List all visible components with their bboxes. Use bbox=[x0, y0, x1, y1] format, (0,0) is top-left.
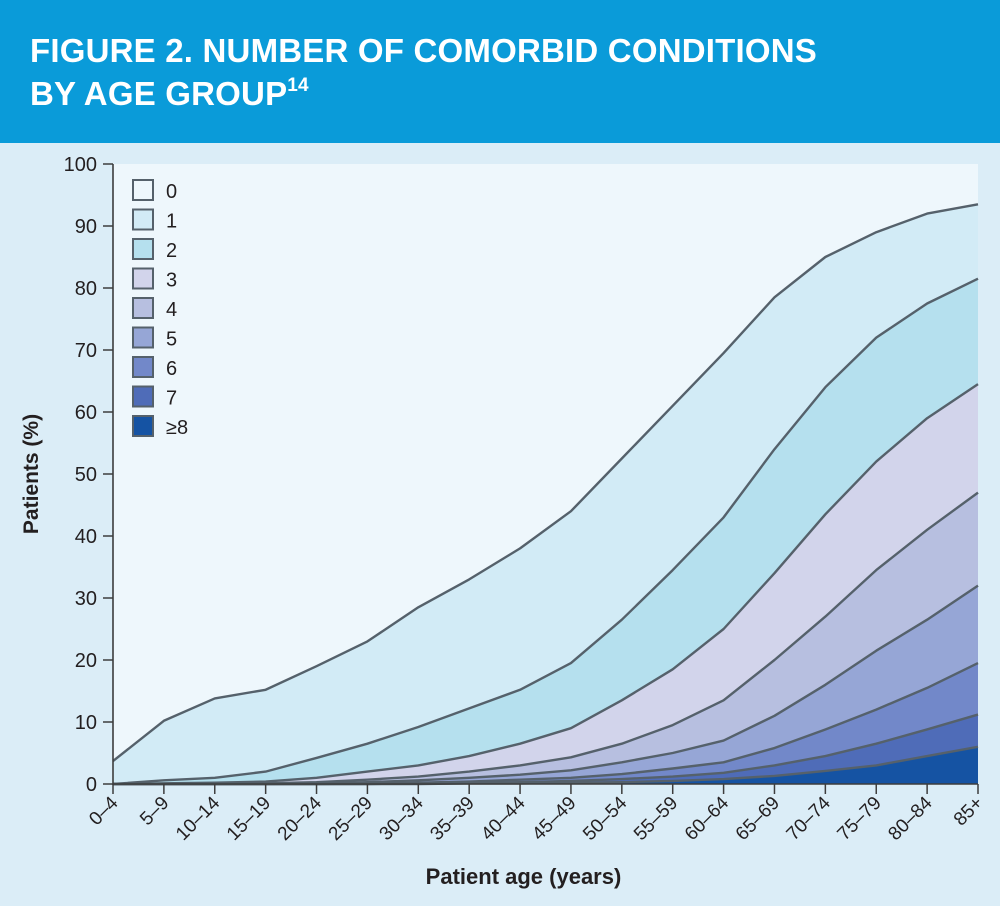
y-tick-label: 90 bbox=[75, 216, 97, 238]
legend-label-5: 5 bbox=[166, 329, 177, 351]
area-series-ge8 bbox=[113, 746, 978, 784]
x-tick-label: 85+ bbox=[950, 793, 988, 831]
x-tick-label: 70–74 bbox=[783, 792, 836, 845]
x-tick-label: 75–79 bbox=[834, 793, 886, 845]
legend-label-0: 0 bbox=[166, 181, 177, 203]
area-series-1 bbox=[113, 204, 978, 785]
series-boundary-line-3 bbox=[112, 383, 979, 786]
x-tick-label: 25–29 bbox=[325, 793, 377, 845]
x-tick-label: 0–4 bbox=[85, 792, 123, 830]
legend-swatch-0 bbox=[132, 179, 154, 201]
legend-label-4: 4 bbox=[166, 299, 177, 321]
x-tick-label: 55–59 bbox=[630, 793, 682, 845]
x-tick-label: 5–9 bbox=[136, 793, 173, 830]
figure-title-line2-text: BY AGE GROUP bbox=[30, 75, 288, 112]
legend-swatch-4 bbox=[132, 297, 154, 319]
x-tick-label: 15–19 bbox=[223, 793, 275, 845]
figure-title-line2: BY AGE GROUP14 bbox=[30, 75, 309, 113]
legend-swatch-2 bbox=[132, 238, 154, 260]
x-tick-label: 60–64 bbox=[681, 792, 734, 845]
legend-swatch-5 bbox=[132, 326, 154, 349]
series-boundary-line-1 bbox=[112, 203, 979, 763]
x-tick-label: 20–24 bbox=[274, 792, 327, 845]
y-tick-label: 60 bbox=[75, 402, 97, 424]
chart-panel: 0 10 20 30 40 50 60 70 80 90 100 0–4 5–9 10–14 15–19 20… bbox=[0, 143, 1000, 906]
legend-label-7: 7 bbox=[166, 388, 177, 410]
legend-label-2: 2 bbox=[166, 240, 177, 262]
y-tick-label: 0 bbox=[86, 774, 97, 796]
area-series-5 bbox=[113, 585, 978, 784]
x-tick-label: 45–49 bbox=[528, 793, 580, 845]
series-boundary-line-2 bbox=[112, 277, 979, 786]
area-series-4 bbox=[113, 492, 978, 784]
legend-swatch-7 bbox=[132, 385, 154, 408]
x-tick-label: 40–44 bbox=[477, 792, 530, 845]
reference-superscript: 14 bbox=[287, 75, 309, 96]
legend-label-3: 3 bbox=[166, 270, 177, 292]
x-axis-title: Patient age (years) bbox=[426, 864, 622, 889]
x-tick-label: 35–39 bbox=[426, 793, 478, 845]
legend-swatch-6 bbox=[132, 356, 154, 378]
area-series-3 bbox=[113, 384, 978, 784]
x-tick-label: 50–54 bbox=[579, 792, 632, 845]
y-tick-label: 30 bbox=[75, 588, 97, 610]
x-tick-label: 30–34 bbox=[376, 792, 429, 845]
y-axis-title: Patients (%) bbox=[20, 414, 43, 534]
y-tick-label: 10 bbox=[75, 712, 97, 734]
area-series-2 bbox=[113, 278, 978, 784]
legend-swatch-1 bbox=[132, 208, 154, 231]
y-tick-label: 70 bbox=[75, 340, 97, 362]
legend-swatch-3 bbox=[132, 267, 154, 290]
figure-title-line1: FIGURE 2. NUMBER OF COMORBID CONDITIONS bbox=[30, 32, 817, 69]
legend-label-1: 1 bbox=[166, 211, 177, 233]
y-tick-label: 100 bbox=[64, 154, 97, 176]
y-tick-label: 80 bbox=[75, 278, 97, 300]
y-tick-label: 50 bbox=[75, 464, 97, 486]
legend-label-6: 6 bbox=[166, 358, 177, 380]
figure-header: FIGURE 2. NUMBER OF COMORBID CONDITIONS … bbox=[0, 0, 1000, 143]
legend-label-ge8: ≥8 bbox=[166, 417, 188, 439]
y-tick-label: 20 bbox=[75, 650, 97, 672]
area-series-0 bbox=[113, 164, 978, 762]
legend-swatch-ge8 bbox=[132, 415, 154, 437]
area-series-6 bbox=[113, 663, 978, 784]
x-tick-label: 80–84 bbox=[884, 792, 937, 845]
x-tick-label: 10–14 bbox=[172, 792, 225, 845]
x-tick-label: 65–69 bbox=[732, 793, 784, 845]
y-tick-label: 40 bbox=[75, 526, 97, 548]
